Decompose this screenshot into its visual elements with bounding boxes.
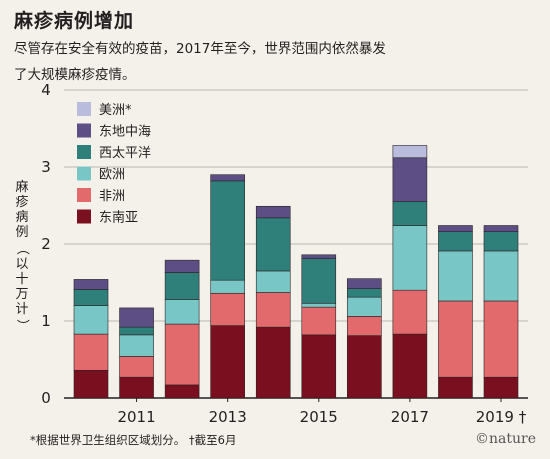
legend-swatch bbox=[77, 188, 91, 202]
legend-label: 欧洲 bbox=[99, 168, 125, 183]
x-tick-label: 2013 bbox=[209, 408, 247, 426]
bar-segment bbox=[255, 205, 291, 219]
bar-segment bbox=[392, 333, 428, 399]
bar-segment bbox=[392, 201, 428, 226]
x-tick-label: 2011 bbox=[117, 408, 155, 426]
bar-segment bbox=[164, 323, 200, 386]
nature-brand: ©nature bbox=[475, 431, 536, 447]
bar-segment bbox=[347, 296, 382, 317]
bar-segment bbox=[301, 302, 337, 308]
x-tick-label: 2019 † bbox=[476, 408, 527, 426]
bar-segment bbox=[438, 300, 473, 378]
bar-segment bbox=[483, 300, 519, 378]
bar-segment bbox=[119, 356, 154, 378]
y-tick-label: 0 bbox=[41, 389, 51, 407]
bar-segment bbox=[255, 217, 291, 272]
y-tick-label: 2 bbox=[41, 235, 51, 253]
bar-segment bbox=[392, 145, 428, 159]
bar-segment bbox=[392, 225, 428, 291]
legend-swatch bbox=[77, 123, 91, 138]
bar-segment bbox=[164, 384, 200, 399]
legend-label: 西太平洋 bbox=[99, 146, 151, 161]
bar-segment bbox=[119, 376, 154, 399]
bar-segment bbox=[255, 326, 291, 399]
bar-segment bbox=[347, 335, 382, 399]
bar-segment bbox=[210, 292, 245, 326]
bar-segment bbox=[438, 250, 473, 302]
bar-segment bbox=[483, 376, 519, 399]
x-tick-label: 2017 bbox=[391, 408, 429, 426]
legend-label: 非洲 bbox=[99, 189, 125, 204]
y-axis-label: 麻疹病例（以十万计） bbox=[14, 180, 30, 332]
bar-segment bbox=[438, 376, 473, 399]
bar-segment bbox=[392, 289, 428, 335]
y-tick-label: 4 bbox=[41, 81, 51, 99]
legend-swatch bbox=[77, 102, 91, 116]
footnote: *根据世界卫生组织区域划分。 †截至6月 bbox=[30, 433, 237, 447]
chart-title: 麻疹病例增加 bbox=[14, 10, 135, 32]
bar-segment bbox=[392, 157, 428, 202]
y-tick-label: 3 bbox=[41, 158, 51, 176]
legend-swatch bbox=[77, 145, 91, 159]
y-tick-label: 1 bbox=[41, 312, 51, 330]
bar-segment bbox=[301, 334, 337, 399]
bar-segment bbox=[119, 334, 154, 357]
bar-segment bbox=[347, 316, 382, 336]
legend-swatch bbox=[77, 166, 91, 181]
x-tick-label: 2015 bbox=[300, 408, 338, 426]
bar-segment bbox=[73, 305, 109, 335]
bar-segment bbox=[483, 225, 519, 232]
bar-segment bbox=[73, 369, 109, 399]
bar-segment bbox=[210, 174, 245, 182]
bar-segment bbox=[483, 231, 519, 252]
bar-segment bbox=[210, 180, 245, 281]
bar-segment bbox=[119, 326, 154, 336]
bar-segment bbox=[301, 306, 337, 336]
bar-segment bbox=[438, 225, 473, 232]
bar-segment bbox=[301, 254, 337, 259]
bar-segment bbox=[347, 288, 382, 298]
chart-subtitle: 尽管存在安全有效的疫苗，2017年至今，世界范围内依然暴发了大规模麻疹疫情。 bbox=[14, 41, 386, 83]
bar-segment bbox=[347, 278, 382, 289]
bar-segment bbox=[301, 258, 337, 304]
bar-segment bbox=[164, 272, 200, 300]
bar-segment bbox=[73, 333, 109, 371]
bar-segment bbox=[164, 259, 200, 273]
bar-segment bbox=[210, 325, 245, 399]
legend-label: 美洲* bbox=[99, 103, 132, 118]
bar-segment bbox=[73, 289, 109, 306]
bar-segment bbox=[119, 307, 154, 328]
bar-segment bbox=[255, 292, 291, 328]
bar-segment bbox=[210, 279, 245, 294]
bar-segment bbox=[438, 231, 473, 252]
legend-label: 东地中海 bbox=[99, 125, 151, 140]
bar-segment bbox=[483, 250, 519, 302]
legend-swatch bbox=[77, 209, 91, 224]
bar-segment bbox=[73, 279, 109, 290]
legend-label: 东南亚 bbox=[99, 210, 138, 226]
bar-segment bbox=[164, 299, 200, 325]
bar-segment bbox=[255, 270, 291, 293]
